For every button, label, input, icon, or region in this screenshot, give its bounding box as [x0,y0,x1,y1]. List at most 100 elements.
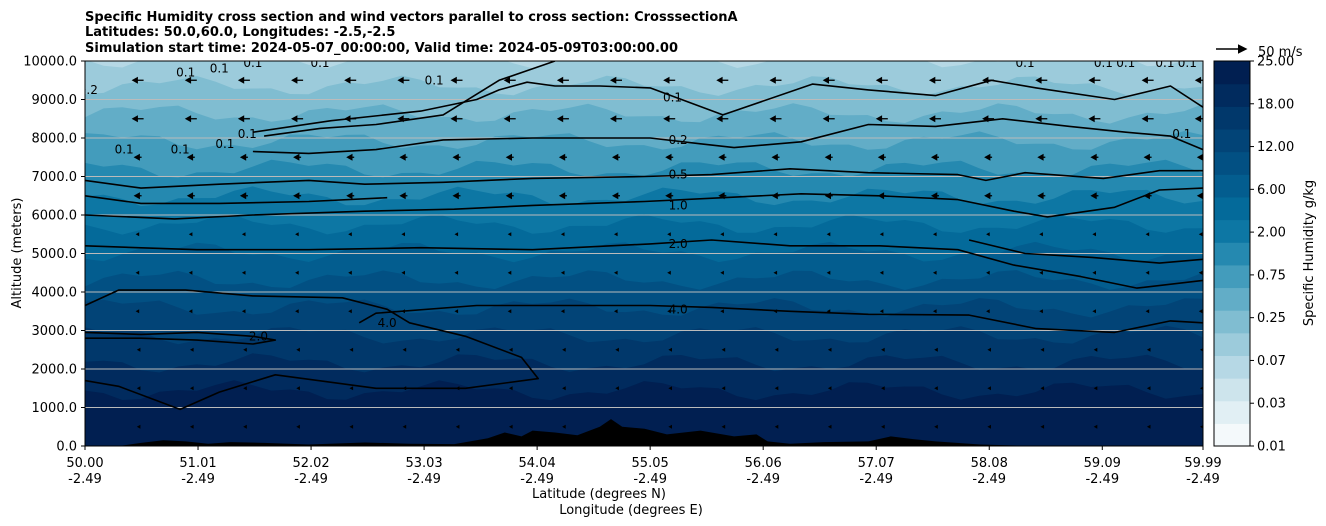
y-tick-label-9: 9000.0 [32,93,78,108]
wind-vector-1-19 [1146,386,1151,391]
wind-vector-2-13 [827,347,832,352]
wind-vector-9-0 [131,76,138,84]
wind-vector-2-7 [509,347,513,352]
wind-vector-9-15 [929,76,936,84]
wind-vector-7-11 [718,153,725,161]
wind-vector-2-18 [1093,347,1098,352]
contour-line-0.1-9 [252,79,1203,133]
wind-vector-5-20 [1198,232,1203,237]
wind-vector-0-20 [1200,425,1203,429]
wind-vector-0-19 [1146,424,1151,429]
wind-vector-8-0 [131,115,138,123]
contour-label-12: 0.1 [115,143,134,157]
colorbar-tick-label-9: 25.00 [1257,55,1294,70]
colorbar-segment-13 [1214,128,1250,153]
wind-vector-2-20 [1200,348,1203,352]
y-tick-label-0: 0.0 [56,440,77,455]
wind-vector-1-11 [721,386,726,391]
colorbar-segment-0 [1214,423,1250,447]
x-tick-label-lat-4: 54.04 [519,456,556,471]
wind-vector-6-5 [399,192,406,200]
wind-vector-7-0 [133,153,140,161]
contour-label-17: 0.1 [310,56,329,70]
wind-vector-3-4 [348,309,352,314]
wind-vectors [131,76,1203,429]
wind-vector-1-4 [349,386,354,391]
colorbar-tick-label-7: 12.00 [1257,140,1294,155]
wind-vector-7-14 [877,153,885,161]
wind-vector-4-13 [826,270,831,275]
wind-vector-5-10 [667,232,671,237]
colorbar-segment-11 [1214,174,1250,198]
wind-vector-5-17 [1039,232,1043,237]
wind-vector-7-7 [505,153,512,161]
y-tick-label-2: 2000.0 [32,363,78,378]
quiver-key: 50 m/s [1216,44,1303,60]
wind-vector-3-9 [614,309,618,314]
y-tick-label-7: 7000.0 [32,170,78,185]
wind-vector-5-1 [188,232,193,237]
wind-vector-0-2 [243,424,247,429]
x-tick-label-lon-6: -2.49 [746,472,780,487]
contour-label-20: 0.1 [1094,56,1113,70]
wind-vector-7-1 [186,153,194,161]
wind-vector-3-1 [188,309,193,314]
wind-vector-0-18 [1093,424,1098,429]
contour-label-19: 0.1 [1016,56,1035,70]
wind-vector-8-11 [716,115,723,123]
wind-vector-3-7 [507,309,512,314]
wind-vector-2-19 [1146,347,1151,352]
wind-vector-1-17 [1040,386,1045,391]
wind-vector-1-7 [509,386,513,391]
wind-vector-4-8 [560,270,565,275]
wind-vector-9-20 [1194,76,1202,84]
x-axis-label-line-1: Latitude (degrees N) [532,487,666,502]
wind-vector-5-8 [560,232,565,237]
contour-label-7: 4.0 [378,316,397,330]
wind-vector-7-13 [824,153,831,161]
y-tick-label-8: 8000.0 [32,132,78,147]
contour-label-16: 0.1 [243,56,262,70]
wind-vector-5-12 [773,232,778,237]
wind-vector-5-16 [986,232,990,237]
wind-vector-8-9 [610,115,617,123]
y-tick-label-1: 1000.0 [32,401,78,416]
chart-title-line-3: Simulation start time: 2024-05-07_00:00:… [85,41,678,56]
colorbar-label: Specific Humidity g/kg [1302,180,1317,326]
wind-vector-9-19 [1141,76,1148,84]
wind-vector-6-2 [239,192,247,200]
wind-vector-7-10 [665,153,672,161]
wind-vector-7-8 [558,153,566,161]
x-tick-label-lat-2: 52.02 [292,456,329,471]
contour-label-18: 0.1 [1172,127,1191,141]
wind-vector-8-5 [397,115,404,123]
colorbar-segment-4 [1214,332,1250,357]
wind-vector-0-4 [349,424,354,429]
wind-vector-5-6 [454,232,459,237]
wind-vector-6-19 [1143,192,1150,200]
colorbar-tick-label-3: 0.25 [1257,311,1286,326]
wind-vector-6-9 [612,192,619,200]
wind-vector-1-16 [987,386,991,391]
wind-vector-7-18 [1090,153,1097,161]
wind-vector-2-2 [243,347,247,352]
wind-vector-5-2 [241,232,246,237]
wind-vector-9-9 [610,76,617,84]
contour-line-1.0-5 [85,187,1203,220]
colorbar-segment-1 [1214,400,1250,424]
wind-vector-2-15 [934,347,938,352]
wind-vector-2-10 [668,347,672,352]
wind-vector-5-9 [614,232,618,237]
contour-label-2: 0.2 [669,133,688,147]
wind-vector-7-3 [293,153,300,161]
wind-vector-3-5 [401,309,405,314]
wind-vector-1-1 [190,386,194,391]
x-tick-label-lat-1: 51.01 [179,456,216,471]
wind-vector-3-0 [135,309,140,314]
colorbar-segment-12 [1214,151,1250,175]
wind-vector-9-14 [875,76,883,84]
quiver-key-label: 50 m/s [1258,45,1303,60]
wind-vector-8-2 [237,115,245,123]
wind-vector-9-11 [716,76,723,84]
wind-vector-6-12 [771,192,778,200]
